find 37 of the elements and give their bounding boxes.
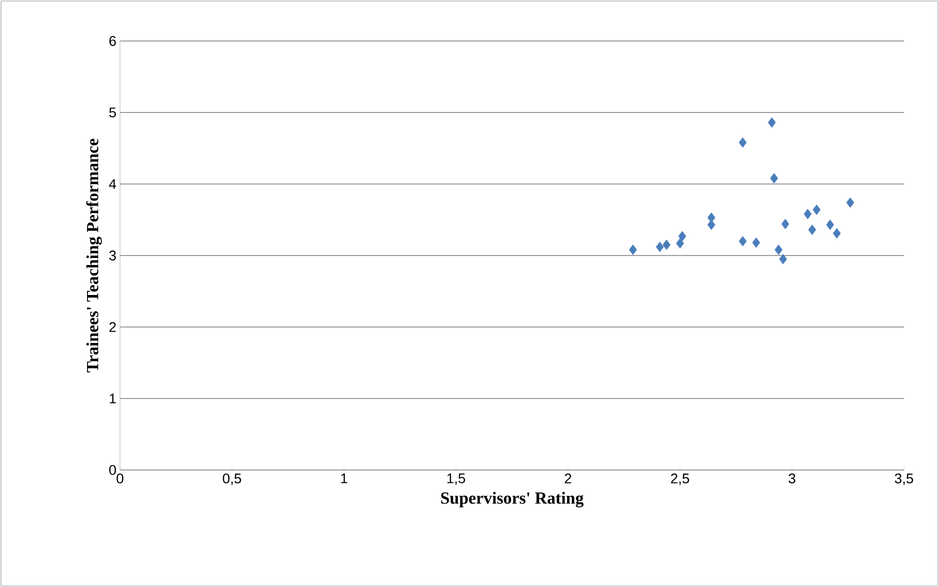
x-tick-label: 3 <box>788 474 796 484</box>
y-tick-label: 3 <box>109 250 116 260</box>
point <box>629 244 637 255</box>
point <box>707 220 716 230</box>
x-tick-label: 0 <box>116 474 124 484</box>
point <box>676 238 684 249</box>
y-tick-label: 1 <box>110 394 116 404</box>
y-tick-label: 5 <box>109 108 116 118</box>
y-tick-label: 4 <box>109 179 116 189</box>
x-tick-label: 1 <box>341 474 348 484</box>
x-tick-label: 2 <box>564 474 572 484</box>
point <box>770 173 778 184</box>
x-tick-label: 1,5 <box>447 474 466 485</box>
point <box>804 208 812 220</box>
y-tick-label: 0 <box>109 465 116 475</box>
point <box>812 204 821 215</box>
point <box>738 236 747 246</box>
point <box>678 231 686 242</box>
x-tick-label: 3,5 <box>894 474 914 486</box>
x-tick-label: 0,5 <box>222 474 242 486</box>
point <box>662 240 671 250</box>
point <box>738 137 747 148</box>
point <box>781 218 790 230</box>
y-axis-title: Trainees' Teaching Performance <box>86 138 102 372</box>
y-tick-label: 6 <box>109 36 116 46</box>
x-axis-title: Supervisors' Rating <box>441 492 584 508</box>
y-tick-label: 2 <box>109 322 116 332</box>
point <box>656 242 664 252</box>
point <box>826 220 834 230</box>
point <box>846 197 854 208</box>
point <box>808 224 816 235</box>
x-tick-label: 2,5 <box>671 474 690 486</box>
point <box>752 237 760 248</box>
point <box>768 117 776 128</box>
point <box>774 244 783 255</box>
point <box>779 254 787 264</box>
point <box>832 228 841 239</box>
